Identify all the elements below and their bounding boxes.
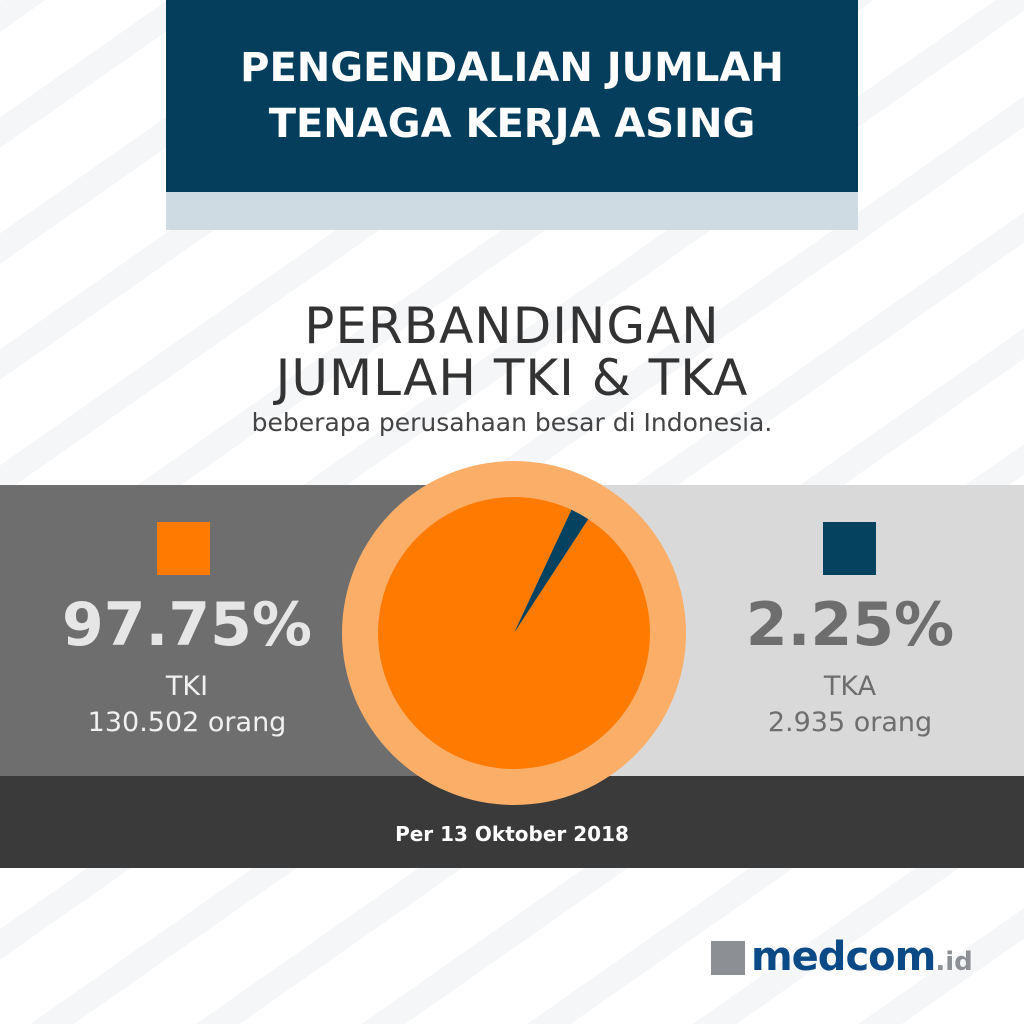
- chart-heading-line-2: JUMLAH TKI & TKA: [275, 349, 749, 407]
- title-banner: PENGENDALIAN JUMLAH TENAGA KERJA ASING: [166, 0, 858, 192]
- pie-slice-tki: [377, 497, 650, 769]
- title-line-2: TENAGA KERJA ASING: [268, 101, 756, 147]
- date-label: Per 13 Oktober 2018: [395, 822, 629, 846]
- tka-label: TKA: [823, 671, 877, 702]
- title-line-1: PENGENDALIAN JUMLAH: [240, 45, 784, 91]
- pie-chart: [342, 461, 686, 805]
- logo-suffix: .id: [935, 947, 973, 977]
- medcom-logo: medcom .id: [711, 934, 973, 980]
- tka-percent: 2.25%: [745, 590, 955, 660]
- tki-count: 130.502 orang: [87, 707, 287, 738]
- legend-swatch-tki: [157, 522, 210, 575]
- chart-heading-line-1: PERBANDINGAN: [304, 297, 720, 355]
- tki-label: TKI: [165, 671, 209, 702]
- tki-percent: 97.75%: [62, 590, 312, 660]
- legend-swatch-tka: [823, 522, 876, 575]
- eagle-logo-icon: [711, 941, 745, 975]
- title-underbar: [166, 192, 858, 230]
- pie-slice-tka: [514, 509, 589, 633]
- logo-text: medcom: [751, 934, 936, 980]
- tka-count: 2.935 orang: [767, 707, 933, 738]
- chart-caption: beberapa perusahaan besar di Indonesia.: [251, 408, 773, 437]
